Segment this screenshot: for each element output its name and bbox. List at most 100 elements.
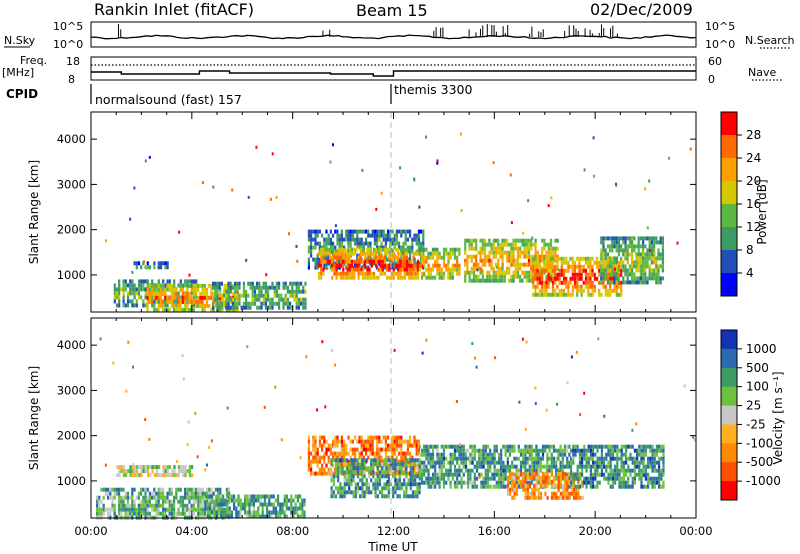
data-cell (96, 507, 99, 512)
data-cell (606, 272, 610, 277)
data-cell (635, 264, 638, 269)
data-cell (479, 258, 482, 263)
data-cell (367, 466, 371, 471)
data-cell (456, 480, 459, 485)
data-cell (466, 266, 469, 271)
data-cell (380, 245, 383, 250)
data-cell (563, 464, 567, 469)
data-cell (540, 284, 544, 289)
data-cell (113, 287, 116, 292)
data-cell (512, 274, 515, 279)
data-cell (555, 460, 558, 465)
data-cell (295, 301, 298, 306)
data-cell (593, 272, 596, 277)
data-cell (380, 191, 383, 195)
data-cell (246, 345, 249, 349)
data-cell (453, 448, 457, 453)
data-cell (235, 506, 238, 511)
data-cell (653, 456, 656, 461)
data-cell (367, 486, 371, 491)
data-cell (576, 280, 579, 285)
data-cell (312, 455, 315, 460)
data-cell (620, 268, 623, 273)
data-cell (648, 240, 651, 245)
data-cell (534, 260, 537, 265)
data-cell (640, 480, 643, 485)
data-cell (369, 447, 372, 452)
data-cell (261, 502, 264, 507)
data-cell (118, 491, 121, 496)
data-cell (249, 285, 252, 290)
data-cell (385, 470, 388, 475)
data-cell (348, 247, 351, 252)
data-cell (500, 464, 503, 469)
data-cell (615, 182, 617, 186)
data-cell (398, 451, 401, 456)
freq-tick-bottom: 8 (68, 73, 75, 86)
data-cell (164, 511, 167, 516)
data-cell (650, 252, 653, 257)
data-cell (360, 245, 363, 250)
data-cell (576, 284, 579, 289)
data-cell (620, 264, 623, 269)
data-cell (614, 472, 617, 477)
data-cell (453, 267, 457, 272)
data-cell (201, 503, 204, 508)
data-cell (374, 486, 377, 491)
data-cell (648, 268, 651, 273)
data-cell (528, 491, 532, 496)
data-cell (142, 487, 145, 492)
data-cell (503, 238, 506, 243)
data-cell (423, 460, 426, 465)
data-cell (611, 236, 614, 241)
freq-strip: Freq. [MHz] 18 8 60 0 Nave (2, 54, 782, 86)
data-cell (402, 245, 405, 250)
data-cell (144, 159, 147, 163)
data-cell (436, 452, 439, 457)
data-cell (320, 247, 323, 252)
data-cell (238, 281, 241, 286)
data-cell (602, 240, 605, 245)
data-cell (372, 486, 375, 491)
data-cell (414, 474, 417, 479)
data-cell (613, 240, 616, 245)
data-cell (404, 455, 407, 460)
data-cell (635, 260, 638, 265)
data-cell (384, 443, 387, 448)
data-cell (427, 480, 430, 485)
data-cell (624, 264, 627, 269)
data-cell (201, 303, 204, 308)
data-cell (416, 259, 420, 264)
data-cell (539, 475, 543, 480)
data-cell (403, 478, 406, 483)
data-cell (633, 460, 636, 465)
data-cell (609, 468, 612, 473)
data-cell (570, 475, 573, 480)
data-cell (519, 246, 522, 251)
data-cell (494, 274, 498, 279)
data-cell (118, 469, 121, 474)
data-cell (611, 268, 614, 273)
data-cell (402, 241, 405, 246)
data-cell (595, 276, 599, 281)
data-cell (551, 288, 555, 293)
data-cell (137, 283, 141, 288)
data-cell (323, 245, 326, 250)
data-cell (544, 491, 547, 496)
data-cell (210, 307, 213, 312)
data-cell (392, 462, 395, 467)
data-cell (566, 444, 569, 449)
data-cell (620, 280, 623, 285)
data-cell (567, 268, 570, 273)
data-cell (606, 268, 610, 273)
data-cell (550, 444, 553, 449)
data-cell (340, 435, 343, 440)
data-cell (389, 245, 392, 250)
data-cell (481, 258, 484, 263)
data-cell (550, 471, 554, 476)
data-cell (380, 233, 383, 238)
data-cell (250, 510, 253, 515)
data-cell (328, 247, 332, 252)
data-cell (613, 272, 616, 277)
data-cell (325, 463, 328, 468)
